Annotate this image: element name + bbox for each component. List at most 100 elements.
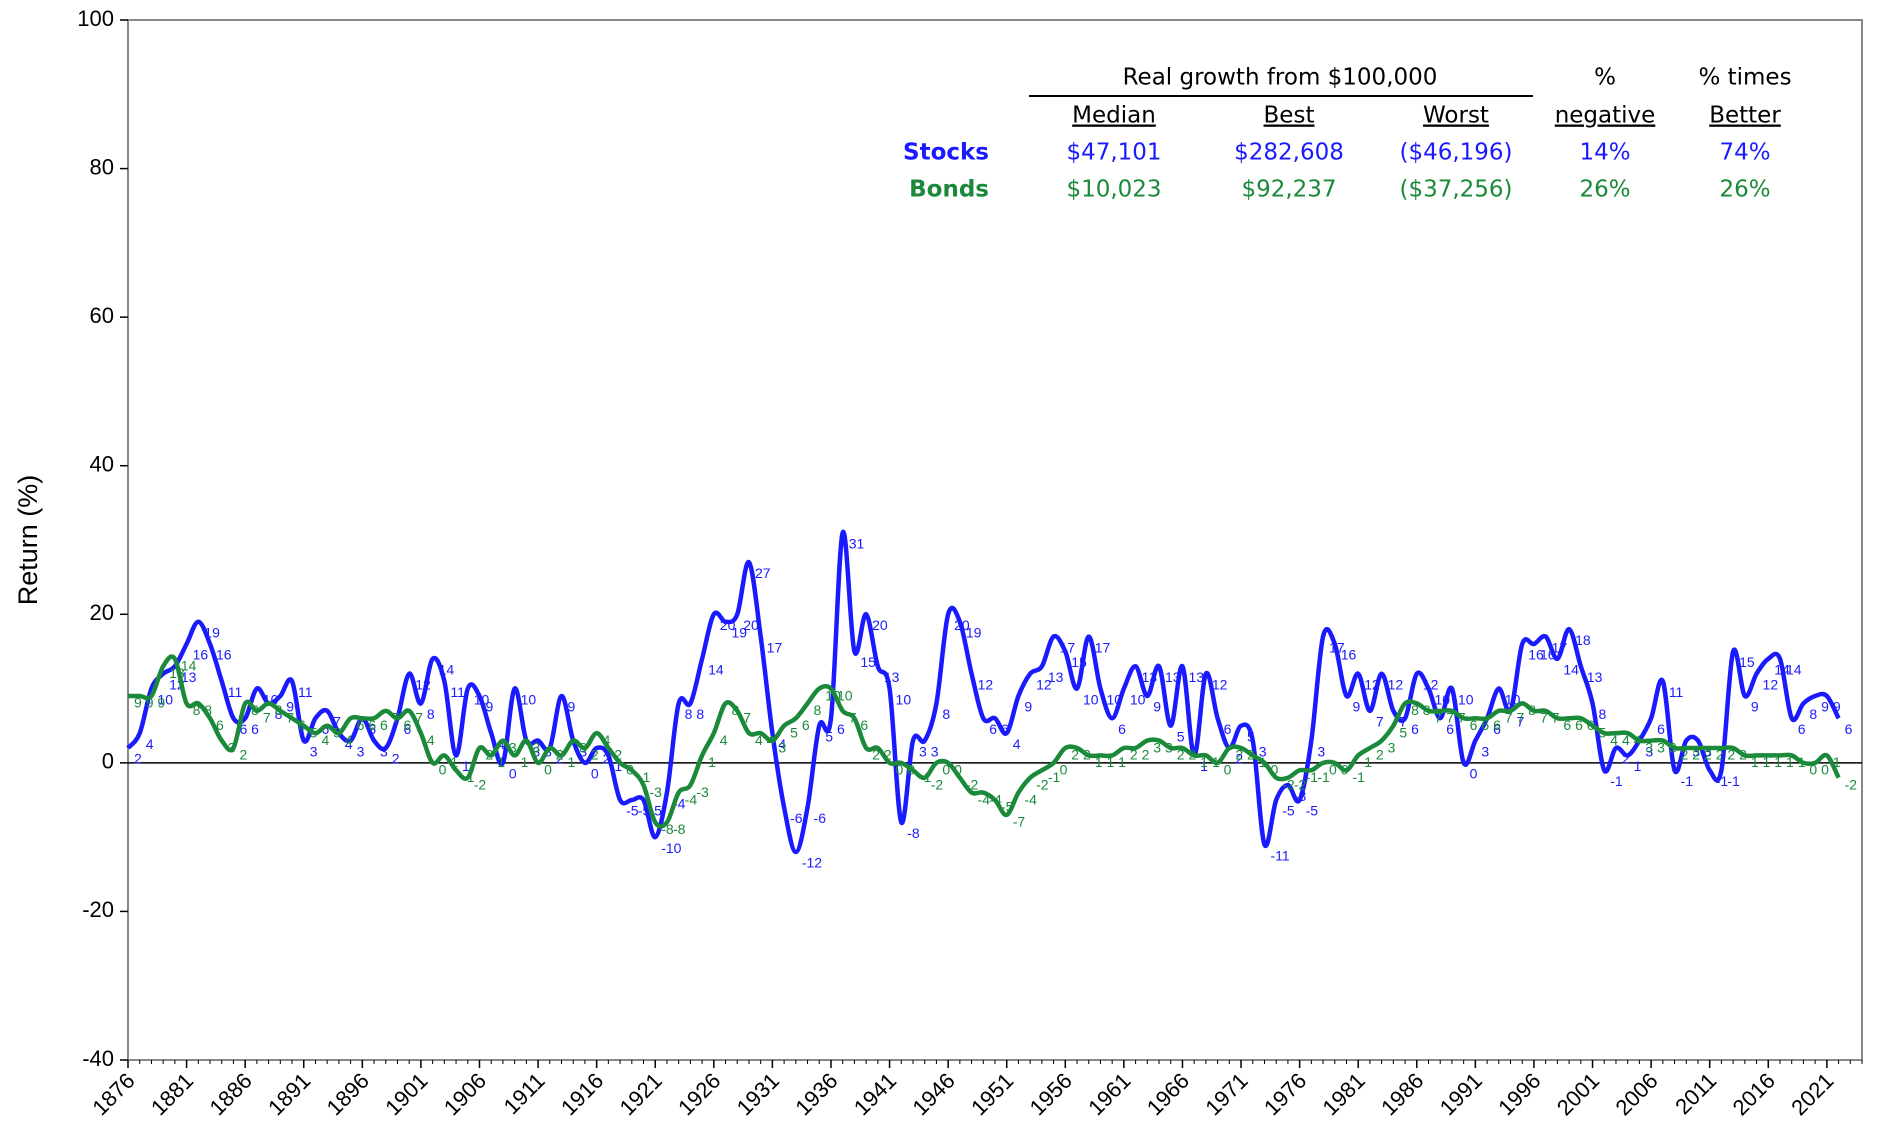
data-label: 4 — [345, 732, 353, 748]
data-label: 2 — [1247, 747, 1255, 763]
data-label: 11 — [298, 684, 313, 700]
data-label: 13 — [169, 665, 185, 681]
x-tick-label: 2001 — [1552, 1068, 1604, 1120]
data-label: 14 — [1774, 662, 1790, 678]
data-label: -7 — [1013, 814, 1026, 830]
data-label: 1 — [1118, 754, 1126, 770]
data-label: 14 — [439, 662, 455, 678]
data-label: 2 — [1188, 747, 1196, 763]
data-label: 9 — [1024, 699, 1032, 715]
data-label: 0 — [942, 762, 950, 778]
data-label: -2 — [1282, 776, 1295, 792]
row-label: Stocks — [903, 140, 989, 166]
data-label: 5 — [825, 728, 833, 744]
data-label: 1 — [568, 754, 576, 770]
data-label: 15 — [1739, 654, 1755, 670]
table-header: Better — [1709, 103, 1781, 129]
data-label: 31 — [849, 535, 865, 551]
data-label: -5 — [1306, 803, 1319, 819]
data-label: 6 — [1587, 717, 1595, 733]
data-label: 1 — [1786, 754, 1794, 770]
data-label: -4 — [1024, 791, 1037, 807]
data-label: 10 — [1130, 691, 1146, 707]
data-label: 14 — [1563, 662, 1579, 678]
data-label: 2 — [1235, 747, 1243, 763]
data-label: -1 — [638, 769, 651, 785]
data-label: 13 — [1165, 669, 1181, 685]
table-cell: $10,023 — [1066, 177, 1161, 203]
x-tick-label: 1966 — [1142, 1068, 1194, 1120]
data-label: -5 — [626, 803, 639, 819]
data-label: 20 — [872, 617, 888, 633]
data-label: 17 — [1552, 639, 1568, 655]
data-label: 2 — [1071, 747, 1079, 763]
data-label: 2 — [1692, 747, 1700, 763]
data-label: 8 — [427, 706, 435, 722]
data-label: 4 — [767, 732, 775, 748]
x-tick-label: 1981 — [1318, 1068, 1370, 1120]
data-label: 2 — [614, 747, 622, 763]
data-label: -1 — [462, 769, 475, 785]
data-label: 6 — [321, 721, 329, 737]
data-label: 6 — [1411, 721, 1419, 737]
data-label: 1 — [1798, 754, 1806, 770]
data-label: 2 — [872, 747, 880, 763]
data-label: 2 — [1130, 747, 1138, 763]
data-label: -2 — [1036, 776, 1049, 792]
data-label: 6 — [1493, 721, 1501, 737]
data-label: 2 — [1235, 751, 1243, 767]
data-label: 20 — [743, 617, 759, 633]
data-label: 4 — [603, 732, 611, 748]
data-label: 2 — [392, 751, 400, 767]
x-tick-label: 1896 — [322, 1068, 374, 1120]
x-tick-label: 1916 — [556, 1068, 608, 1120]
data-label: 3 — [532, 739, 540, 755]
data-label: 10 — [157, 691, 173, 707]
data-label: 4 — [1013, 736, 1021, 752]
data-label: 7 — [1458, 710, 1466, 726]
data-label: 7 — [1446, 710, 1454, 726]
data-label: 15 — [860, 654, 876, 670]
data-label: 16 — [1540, 647, 1556, 663]
data-label: 2 — [884, 747, 892, 763]
data-label: 10 — [1505, 691, 1521, 707]
x-tick-label: 1946 — [907, 1068, 959, 1120]
data-label: -8 — [907, 825, 920, 841]
data-label: -4 — [978, 791, 991, 807]
data-label: 2 — [1739, 747, 1747, 763]
x-tick-label: 1971 — [1200, 1068, 1252, 1120]
y-tick-label: 100 — [77, 6, 114, 31]
data-label: -2 — [1294, 776, 1307, 792]
data-label: 5 — [1177, 728, 1185, 744]
data-label: 6 — [1657, 721, 1665, 737]
data-label: 2 — [591, 747, 599, 763]
data-label: 13 — [181, 669, 197, 685]
y-tick-label: 60 — [90, 303, 114, 328]
data-label: 1 — [1763, 754, 1771, 770]
data-label: 4 — [1622, 732, 1630, 748]
data-label: 6 — [368, 717, 376, 733]
table-cell: 26% — [1719, 177, 1770, 203]
data-label: 8 — [1528, 702, 1536, 718]
data-label: 19 — [966, 624, 982, 640]
data-label: 16 — [1341, 647, 1357, 663]
data-label: 6 — [1575, 717, 1583, 733]
data-label: 3 — [1481, 743, 1489, 759]
data-label: 7 — [1505, 710, 1513, 726]
data-label: 3 — [380, 743, 388, 759]
data-label: 3 — [1657, 739, 1665, 755]
data-label: 6 — [239, 721, 247, 737]
data-label: -6 — [814, 810, 827, 826]
table-header: Median — [1072, 103, 1156, 129]
data-label: 6 — [1001, 721, 1009, 737]
data-label: 7 — [1399, 714, 1407, 730]
data-label: 6 — [403, 717, 411, 733]
data-label: -10 — [661, 840, 681, 856]
data-label: 10 — [896, 691, 912, 707]
data-label: 3 — [1153, 739, 1161, 755]
data-label: 6 — [1493, 717, 1501, 733]
data-label: -2 — [966, 776, 979, 792]
data-label: -1 — [1727, 773, 1740, 789]
data-label: 6 — [837, 721, 845, 737]
table-header: % times — [1698, 65, 1791, 91]
